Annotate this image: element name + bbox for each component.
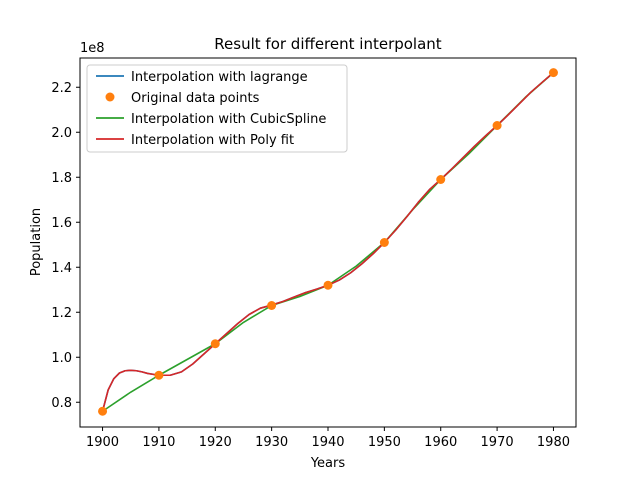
x-axis: 1900 1910 1920 1930 1940 1950 1960 1970 1980 [86,427,570,450]
x-tick-label: 1970 [481,435,514,450]
legend-box [86,64,348,153]
y-axis: 0.8 1.0 1.2 1.4 1.6 1.8 2.0 2.2 [51,81,80,411]
legend-label-lagrange: Interpolation with lagrange [131,70,308,85]
y-tick-label: 0.8 [51,396,72,411]
legend-entry-polyfit: Interpolation with Poly fit [96,133,294,148]
y-tick-label: 1.6 [51,216,72,231]
legend-label-original-points: Original data points [131,91,260,106]
legend-label-polyfit: Interpolation with Poly fit [131,133,294,148]
legend-swatch-original-points [105,92,115,102]
x-tick-label: 1980 [537,435,570,450]
legend: Interpolation with lagrange Original dat… [86,64,348,153]
x-tick-label: 1960 [424,435,457,450]
y-tick-label: 1.4 [51,261,72,276]
y-tick-label: 2.0 [51,126,72,141]
legend-entry-original-points: Original data points [105,91,260,106]
x-tick-label: 1950 [368,435,401,450]
series-line-polyfit [101,72,554,412]
x-tick-label: 1920 [199,435,232,450]
legend-entry-cubicspline: Interpolation with CubicSpline [96,112,326,127]
data-point [379,238,389,247]
data-point [492,121,502,130]
data-point [98,406,108,416]
x-tick-label: 1910 [142,435,175,450]
y-tick-label: 2.2 [51,81,72,96]
chart-title: Result for different interpolant [214,35,441,53]
x-tick-label: 1900 [86,435,119,450]
points-layer [98,68,558,416]
legend-entry-lagrange: Interpolation with lagrange [96,70,308,85]
data-point [548,68,558,78]
y-tick-label: 1.2 [51,306,72,321]
y-offset-label: 1e8 [80,41,105,56]
data-point [154,370,164,380]
data-point [210,339,220,349]
x-tick-label: 1940 [311,435,344,450]
data-point [436,175,446,184]
data-point [323,280,333,290]
x-tick-label: 1930 [255,435,288,450]
y-tick-label: 1.8 [51,171,72,186]
x-axis-label: Years [310,456,346,471]
y-axis-label: Population [29,208,44,276]
data-point [267,301,277,310]
legend-label-cubicspline: Interpolation with CubicSpline [131,112,326,127]
y-tick-label: 1.0 [51,351,72,366]
